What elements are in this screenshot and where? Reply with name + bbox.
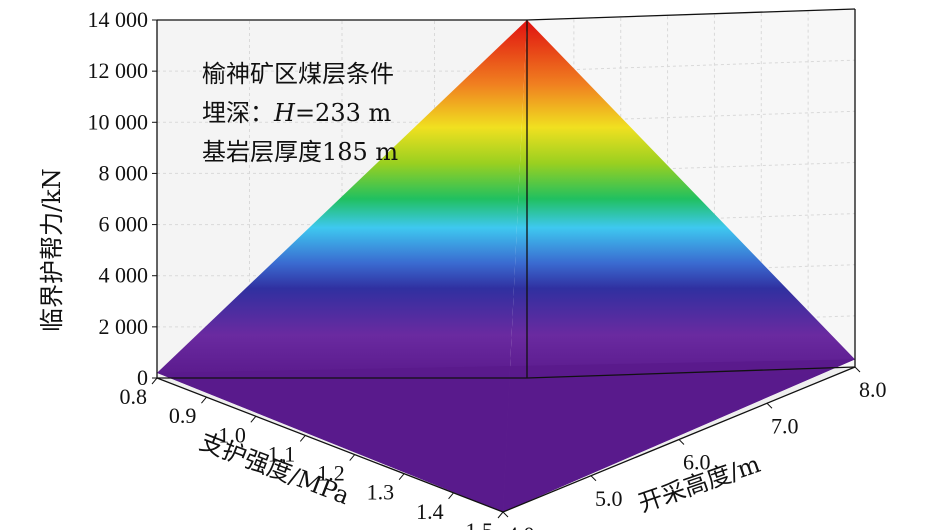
surface <box>157 20 855 512</box>
x-tick-label: 1.2 <box>317 461 345 486</box>
surface-floor-face <box>157 359 855 512</box>
annotation-block: 榆神矿区煤层条件 埋深：H=233 m 基岩层厚度185 m <box>202 60 398 166</box>
y-tick-labels: 4.0 5.0 6.0 7.0 8.0 <box>502 366 887 530</box>
annotation-line2: 埋深：H=233 m <box>202 99 391 127</box>
annotation-line2-prefix: 埋深： <box>202 99 274 127</box>
x-tick-mark <box>201 396 207 404</box>
x-tick-label: 0.8 <box>120 384 148 409</box>
y-tick-mark <box>590 475 597 482</box>
z-grid-line <box>157 161 856 174</box>
x-tick-mark <box>299 435 306 442</box>
y-tick-label: 8.0 <box>859 377 887 402</box>
y-tick-mark <box>854 366 861 373</box>
y-tick-mark <box>678 439 685 445</box>
annotation-line2-var: H <box>273 99 296 127</box>
y-tick-label: 6.0 <box>683 450 711 475</box>
x-axis-line <box>156 377 504 513</box>
z-tick-label: 2 000 <box>99 314 149 339</box>
z-tick-label: 0 <box>137 365 148 390</box>
z-tick-label: 8 000 <box>99 160 149 185</box>
y-tick-mark <box>766 402 773 409</box>
annotation-line2-suffix: =233 m <box>295 99 392 127</box>
x-tick-label: 1.4 <box>416 499 444 524</box>
z-tick-label: 10 000 <box>88 109 149 134</box>
x-tick-label: 1.5 <box>466 518 494 530</box>
x-tick-mark <box>349 454 356 461</box>
z-tick-label: 6 000 <box>99 212 149 237</box>
z-tick-label: 4 000 <box>99 263 149 288</box>
z-tick-labels: 0 2 000 4 000 6 000 8 000 10 000 12 000 14 000 <box>88 7 157 390</box>
floor-back-right-edge <box>526 366 856 379</box>
x-tick-mark <box>250 415 257 423</box>
z-axis-title: 临界护帮力/kN <box>38 168 66 332</box>
x-tick-label: 0.9 <box>169 403 197 428</box>
x-tick-label: 1.0 <box>218 422 246 447</box>
annotation-line1: 榆神矿区煤层条件 <box>202 60 394 88</box>
x-tick-label: 1.3 <box>367 480 395 505</box>
z-tick-label: 12 000 <box>88 58 149 83</box>
annotation-line3: 基岩层厚度185 m <box>202 138 398 166</box>
z-grid-line <box>157 59 856 72</box>
z-grid-line <box>157 110 856 123</box>
x-tick-mark <box>448 492 454 500</box>
x-tick-mark <box>151 377 158 385</box>
y-tick-mark <box>502 511 509 518</box>
y-tick-label: 7.0 <box>771 413 799 438</box>
z-grid-line <box>157 213 856 226</box>
y-tick-label: 4.0 <box>507 522 535 530</box>
x-tick-labels: 0.8 0.9 1.0 1.1 1.2 1.3 1.4 1.5 <box>120 377 504 530</box>
z-tick-label: 14 000 <box>88 7 149 32</box>
top-right-edge <box>526 8 856 21</box>
x-tick-label: 1.1 <box>268 441 296 466</box>
x-tick-mark <box>398 473 405 481</box>
y-tick-label: 5.0 <box>595 486 623 511</box>
x-tick-mark <box>497 511 504 519</box>
